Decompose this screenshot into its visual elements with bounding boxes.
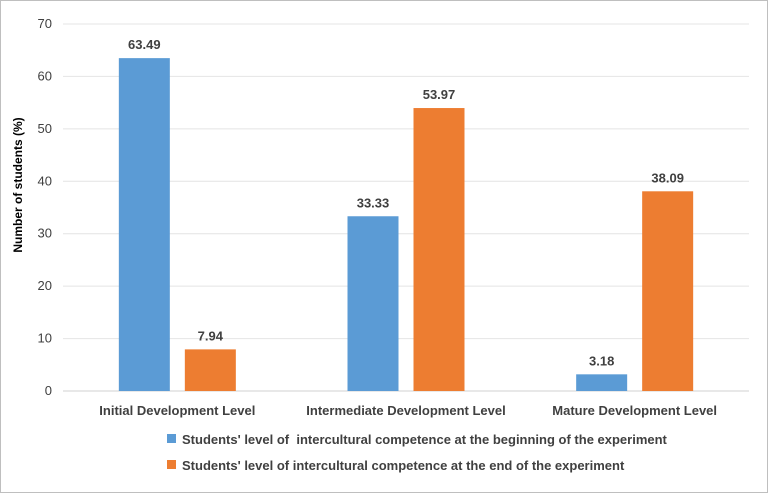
bar-initial-beginning	[118, 58, 170, 391]
category-label-mature: Mature Development Level	[552, 403, 717, 418]
category-label-intermediate: Intermediate Development Level	[306, 403, 505, 418]
y-tick-label-20: 20	[38, 278, 52, 293]
y-tick-label-30: 30	[38, 226, 52, 241]
bar-initial-end	[184, 349, 236, 391]
bar-intermediate-beginning	[347, 216, 399, 391]
legend-label-beginning: Students' level of intercultural compete…	[182, 432, 668, 447]
legend: Students' level of intercultural compete…	[167, 432, 668, 473]
y-tick-label-10: 10	[38, 331, 52, 346]
bar-intermediate-end	[413, 108, 465, 391]
y-axis-ticks: 0 10 20 30 40 50 60 70	[38, 16, 52, 398]
gridlines	[63, 23, 749, 392]
data-label-mature-beginning: 3.18	[589, 353, 614, 368]
data-label-mature-end: 38.09	[651, 170, 684, 185]
data-labels: 63.49 7.94 33.33 53.97 3.18 38.09	[128, 37, 684, 368]
y-tick-label-0: 0	[45, 383, 52, 398]
bar-mature-end	[642, 191, 694, 391]
data-label-intermediate-end: 53.97	[423, 87, 456, 102]
legend-label-end: Students' level of intercultural compete…	[182, 458, 625, 473]
data-label-initial-end: 7.94	[198, 328, 224, 343]
legend-swatch-end	[167, 460, 176, 469]
category-label-initial: Initial Development Level	[99, 403, 255, 418]
y-axis-title: Number of students (%)	[11, 117, 25, 252]
data-label-intermediate-beginning: 33.33	[357, 195, 390, 210]
data-label-initial-beginning: 63.49	[128, 37, 161, 52]
bar-mature-beginning	[576, 374, 628, 391]
y-tick-label-70: 70	[38, 16, 52, 31]
x-axis-categories: Initial Development Level Intermediate De…	[99, 403, 717, 418]
y-tick-label-40: 40	[38, 173, 52, 188]
y-tick-label-60: 60	[38, 68, 52, 83]
y-tick-label-50: 50	[38, 121, 52, 136]
bars	[118, 58, 694, 391]
legend-swatch-beginning	[167, 434, 176, 443]
